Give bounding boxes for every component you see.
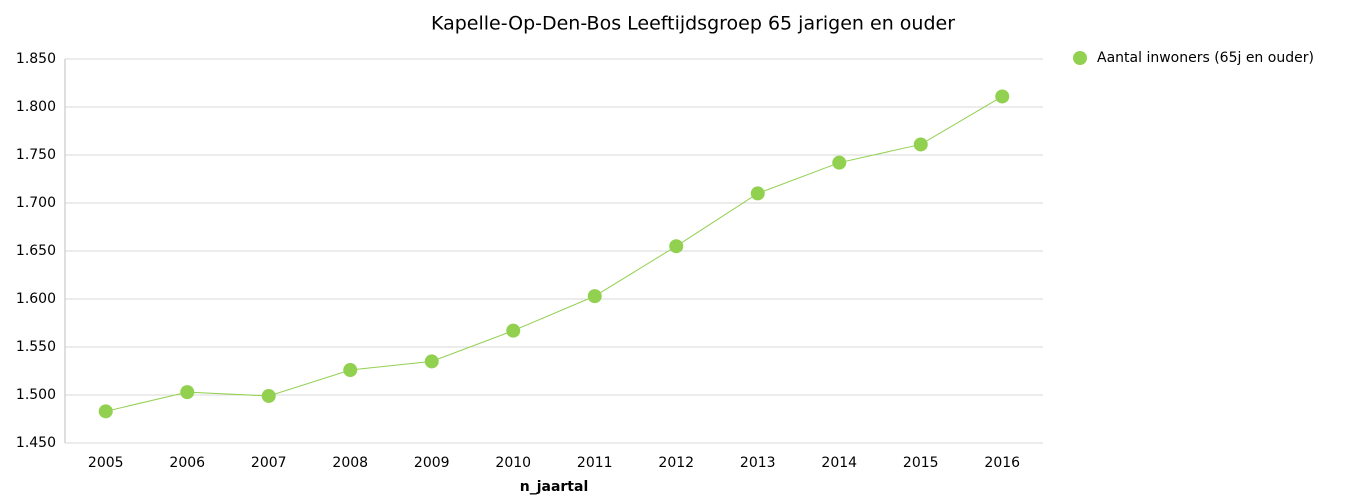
y-tick-label: 1.850 xyxy=(16,51,56,67)
x-tick-label: 2007 xyxy=(251,455,287,471)
x-tick-label: 2014 xyxy=(821,455,857,471)
x-tick-label: 2006 xyxy=(169,455,205,471)
y-tick-label: 1.450 xyxy=(16,435,56,451)
legend-marker xyxy=(1073,51,1087,65)
data-point xyxy=(261,388,276,403)
data-point xyxy=(587,289,602,304)
data-point xyxy=(832,155,847,170)
x-tick-label: 2016 xyxy=(984,455,1020,471)
y-tick-label: 1.700 xyxy=(16,195,56,211)
y-tick-label: 1.800 xyxy=(16,99,56,115)
y-tick-label: 1.650 xyxy=(16,243,56,259)
x-tick-label: 2009 xyxy=(414,455,450,471)
y-tick-label: 1.550 xyxy=(16,339,56,355)
x-axis-label: n_jaartal xyxy=(520,479,589,495)
x-tick-label: 2005 xyxy=(88,455,124,471)
data-point xyxy=(98,404,113,419)
legend-label: Aantal inwoners (65j en ouder) xyxy=(1097,50,1314,66)
x-tick-label: 2013 xyxy=(740,455,776,471)
data-point xyxy=(424,354,439,369)
series-line xyxy=(105,96,1003,412)
data-point xyxy=(669,239,684,254)
data-point xyxy=(506,323,521,338)
y-tick-label: 1.750 xyxy=(16,147,56,163)
y-tick-label: 1.600 xyxy=(16,291,56,307)
data-point xyxy=(913,137,928,152)
y-tick-label: 1.500 xyxy=(16,387,56,403)
x-tick-label: 2010 xyxy=(495,455,531,471)
x-tick-label: 2015 xyxy=(903,455,939,471)
data-point xyxy=(180,385,195,400)
chart-title: Kapelle-Op-Den-Bos Leeftijdsgroep 65 jar… xyxy=(431,13,955,35)
data-point xyxy=(343,363,358,378)
data-point xyxy=(995,89,1010,104)
data-point xyxy=(750,186,765,201)
x-tick-label: 2012 xyxy=(658,455,694,471)
x-tick-label: 2008 xyxy=(332,455,368,471)
x-tick-label: 2011 xyxy=(577,455,613,471)
